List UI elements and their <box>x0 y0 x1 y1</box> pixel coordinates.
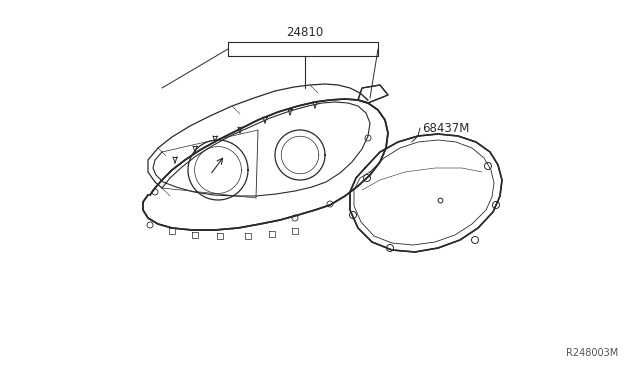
Text: R248003M: R248003M <box>566 348 618 358</box>
Text: 24810: 24810 <box>286 26 324 38</box>
Text: 68437M: 68437M <box>422 122 469 135</box>
